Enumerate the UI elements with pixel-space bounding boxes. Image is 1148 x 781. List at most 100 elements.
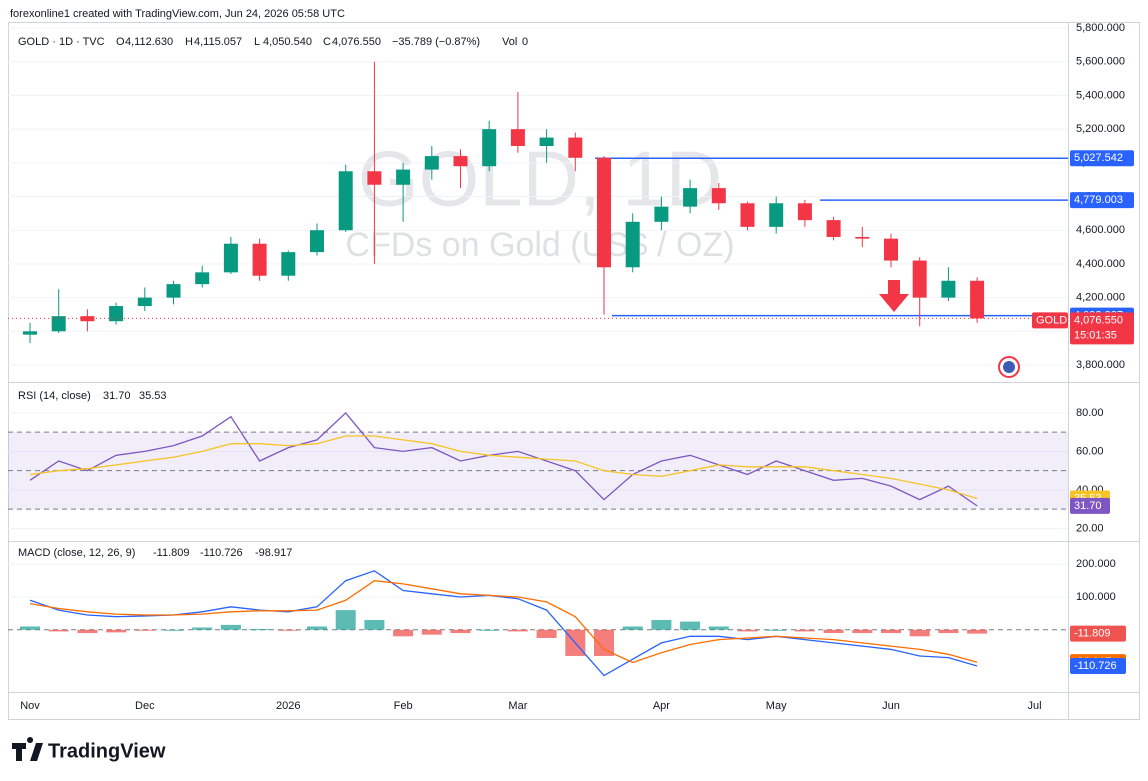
y-tick-label: 4,600.000 bbox=[1076, 224, 1125, 236]
last-price-tag-bg bbox=[1070, 312, 1134, 345]
price-tag: 31.70 bbox=[1074, 500, 1102, 512]
y-tick-label: 3,800.000 bbox=[1076, 359, 1125, 371]
x-tick-label: Jun bbox=[882, 700, 900, 712]
histogram-bar bbox=[938, 629, 959, 634]
candle-body bbox=[166, 284, 181, 298]
frame bbox=[8, 22, 1140, 720]
candle-body bbox=[912, 260, 927, 298]
histogram-bar bbox=[651, 619, 672, 630]
arrow-icon bbox=[879, 280, 909, 312]
ohlc-key: O bbox=[116, 36, 125, 48]
histogram-bar bbox=[307, 626, 327, 630]
logo-icon bbox=[12, 737, 43, 761]
candle-body bbox=[884, 238, 898, 261]
pane-title: MACD (close, 12, 26, 9) bbox=[18, 547, 135, 559]
histogram-bar bbox=[163, 629, 184, 631]
flag-inner bbox=[1003, 361, 1015, 373]
ohlc-value: 4,076.550 bbox=[332, 36, 381, 48]
x-tick-label: May bbox=[766, 700, 787, 712]
candle-body bbox=[453, 156, 468, 167]
symbol-tag-bg bbox=[1032, 312, 1068, 329]
histogram-bar bbox=[737, 629, 758, 632]
ohlc-key: C bbox=[323, 36, 331, 48]
y-tick-label: 80.00 bbox=[1076, 407, 1104, 419]
candle-body bbox=[568, 137, 583, 158]
histogram-bar bbox=[421, 629, 442, 635]
histogram-bar bbox=[852, 629, 873, 634]
candle-body bbox=[195, 272, 210, 285]
candle-body bbox=[137, 297, 152, 307]
price-tag-bg bbox=[1070, 192, 1134, 209]
brand: TradingView bbox=[48, 740, 166, 762]
x-tick-label: Feb bbox=[394, 700, 413, 712]
x-tick-label: Apr bbox=[653, 700, 670, 712]
candle-body bbox=[80, 316, 95, 322]
candle-body bbox=[855, 236, 870, 239]
histogram-bar bbox=[335, 610, 356, 630]
legend-value: 31.70 bbox=[103, 390, 131, 402]
series-line bbox=[29, 435, 978, 500]
series-line bbox=[29, 570, 978, 677]
y-tick-label: 200.000 bbox=[1076, 558, 1116, 570]
histogram-bar bbox=[594, 629, 614, 656]
plot-layer: 3,800.0004,000.0004,200.0004,400.0004,60… bbox=[8, 22, 1134, 712]
candle-body bbox=[769, 203, 784, 227]
histogram-bar bbox=[77, 629, 98, 634]
watermark: GOLD, 1D CFDs on Gold (US$ / OZ) bbox=[345, 135, 734, 264]
price-tag: 4,779.003 bbox=[1074, 194, 1123, 206]
histogram-bar bbox=[192, 627, 213, 630]
x-tick-label: 2026 bbox=[276, 700, 300, 712]
legend-value: 35.53 bbox=[139, 390, 167, 402]
histogram-bar bbox=[507, 629, 528, 632]
y-tick-label: 5,200.000 bbox=[1076, 123, 1125, 135]
ohlc-value: 4,050.540 bbox=[263, 36, 312, 48]
candle-body bbox=[51, 316, 66, 332]
histogram-bar bbox=[134, 629, 155, 631]
candle-body bbox=[23, 331, 37, 335]
candle-body bbox=[396, 169, 411, 185]
histogram-bar bbox=[823, 629, 844, 634]
y-tick-label: 4,200.000 bbox=[1076, 292, 1125, 304]
candle-body bbox=[367, 171, 382, 185]
histogram-bar bbox=[967, 629, 988, 634]
logo: TradingView bbox=[12, 737, 166, 762]
watermark-subtitle: CFDs on Gold (US$ / OZ) bbox=[345, 226, 734, 264]
candle-body bbox=[826, 220, 841, 237]
y-tick-label: 4,400.000 bbox=[1076, 258, 1125, 270]
x-tick-label: Dec bbox=[135, 700, 155, 712]
candle-body bbox=[281, 252, 296, 276]
volume-key: Vol bbox=[502, 36, 517, 48]
candle-body bbox=[970, 280, 985, 319]
ohlc-key: L bbox=[254, 36, 260, 48]
histogram-bar bbox=[48, 629, 69, 632]
histogram-bar bbox=[794, 629, 815, 632]
change: −35.789 (−0.87%) bbox=[392, 36, 480, 48]
y-tick-label: 5,600.000 bbox=[1076, 56, 1125, 68]
candle-body bbox=[711, 188, 726, 204]
price-tag-bg bbox=[1070, 625, 1126, 642]
candle-body bbox=[683, 188, 698, 207]
x-tick-label: Nov bbox=[20, 700, 40, 712]
price-tag: -11.809 bbox=[1074, 628, 1111, 640]
histogram-bar bbox=[766, 629, 787, 631]
last-price-tag: 4,076.550 bbox=[1074, 314, 1123, 326]
countdown: 15:01:35 bbox=[1074, 329, 1117, 341]
volume: 0 bbox=[522, 36, 528, 48]
ohlc-key: H bbox=[185, 36, 193, 48]
price-tag-bg bbox=[1070, 497, 1110, 514]
symbol: GOLD · 1D · TVC bbox=[18, 36, 105, 48]
histogram-bar bbox=[220, 624, 241, 630]
series-line bbox=[29, 580, 978, 664]
histogram-bar bbox=[364, 619, 385, 630]
candle-body bbox=[625, 221, 640, 268]
histogram-bar bbox=[622, 626, 643, 630]
y-tick-label: 5,400.000 bbox=[1076, 89, 1125, 101]
candle-body bbox=[597, 157, 611, 268]
legend-value: -11.809 bbox=[153, 547, 190, 559]
x-tick-label: Jul bbox=[1027, 700, 1041, 712]
candle-body bbox=[941, 280, 956, 298]
credit: forexonline1 created with TradingView.co… bbox=[10, 8, 345, 20]
histogram-bar bbox=[881, 629, 901, 634]
